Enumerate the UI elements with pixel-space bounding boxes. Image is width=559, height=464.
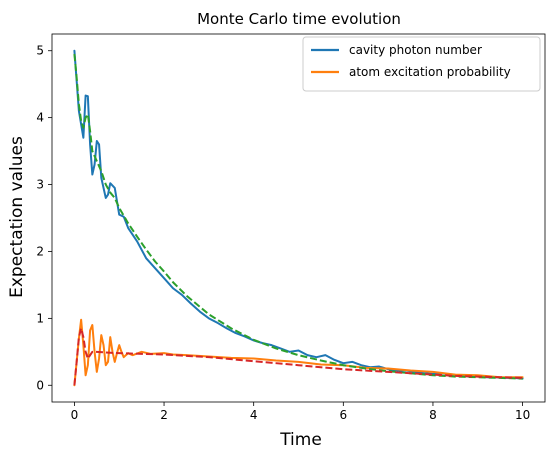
- axes-frame: [51, 33, 546, 403]
- y-tick-label: 3: [36, 178, 44, 192]
- x-tick-label: 2: [160, 408, 168, 422]
- series-line-3: [73, 327, 523, 386]
- x-tick-label: 6: [339, 408, 347, 422]
- x-axis: 0 2 4 6 8 10: [71, 402, 530, 422]
- series-line-2: [73, 53, 523, 380]
- y-tick-label: 5: [36, 44, 44, 58]
- y-axis: 0 1 2 3 4 5: [36, 44, 52, 392]
- x-tick-label: 4: [250, 408, 258, 422]
- y-tick-label: 1: [36, 311, 44, 325]
- chart-title: Monte Carlo time evolution: [197, 10, 401, 28]
- y-tick-label: 4: [36, 111, 44, 125]
- legend-box: [302, 36, 541, 92]
- legend-label: atom excitation probability: [349, 65, 511, 79]
- y-tick-label: 0: [36, 378, 44, 392]
- series-line-0: [73, 49, 524, 380]
- x-axis-label: Time: [279, 430, 322, 450]
- x-tick-label: 8: [429, 408, 437, 422]
- x-tick-label: 10: [515, 408, 530, 422]
- y-tick-label: 2: [36, 244, 44, 258]
- x-tick-label: 0: [71, 408, 79, 422]
- y-axis-label: Expectation values: [7, 136, 27, 298]
- legend: cavity photon number atom excitation prob…: [302, 36, 541, 92]
- legend-label: cavity photon number: [349, 43, 482, 57]
- plot-area: [51, 33, 546, 403]
